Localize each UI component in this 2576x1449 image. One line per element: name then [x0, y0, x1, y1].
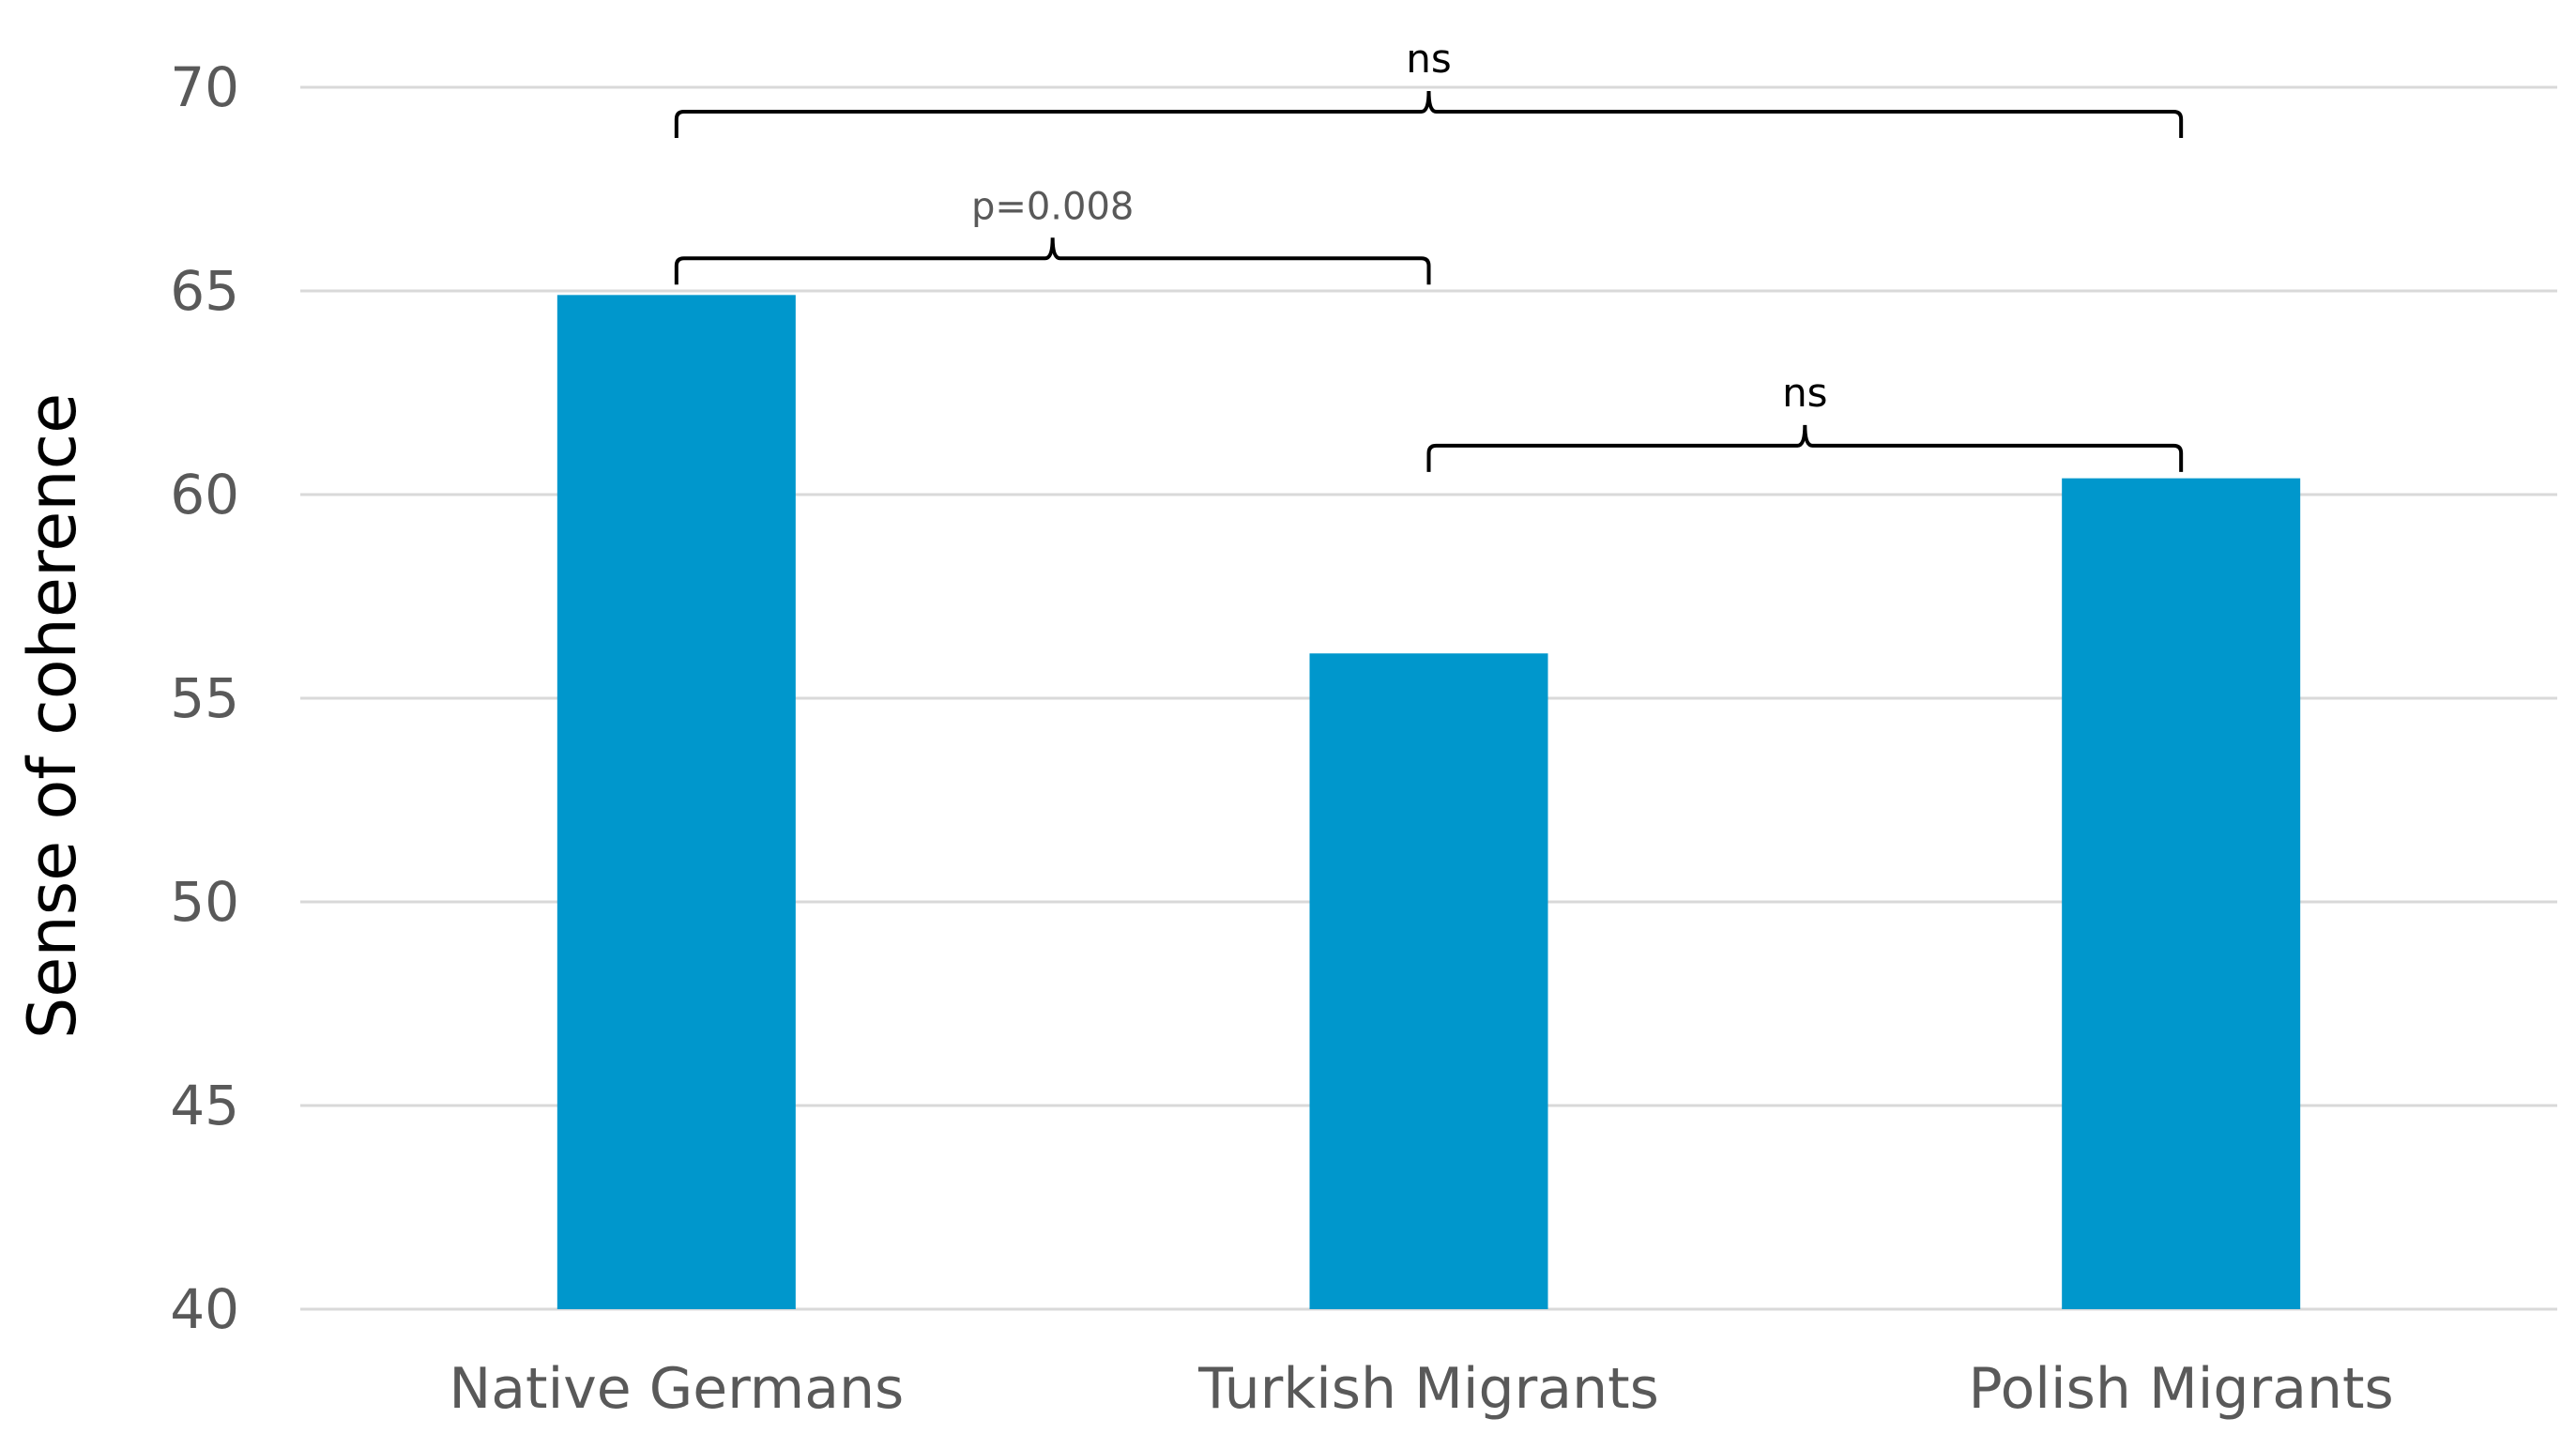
significance-brackets: p=0.008 ns ns [674, 36, 2184, 472]
bar [1309, 653, 1548, 1309]
y-tick-label: 65 [170, 259, 239, 323]
x-tick-label: Turkish Migrants [1197, 1356, 1659, 1422]
bar [2062, 478, 2301, 1309]
y-tick-label: 40 [170, 1277, 239, 1341]
y-axis-title: Sense of coherence [14, 393, 91, 1039]
y-axis-ticks: 40 45 50 55 60 65 70 [170, 55, 239, 1341]
significance-label: p=0.008 [971, 185, 1134, 228]
y-tick-label: 60 [170, 463, 239, 526]
significance-bracket [1426, 424, 2184, 472]
bars [556, 295, 2301, 1310]
significance-bracket [674, 237, 1431, 285]
x-tick-label: Native Germans [449, 1356, 904, 1422]
x-axis-ticks: Native Germans Turkish Migrants Polish Mig… [449, 1356, 2393, 1422]
y-tick-label: 45 [170, 1074, 239, 1137]
significance-bracket [674, 91, 2184, 139]
x-tick-label: Polish Migrants [1969, 1356, 2394, 1422]
significance-label: ns [1782, 370, 1828, 416]
y-tick-label: 55 [170, 666, 239, 730]
significance-label: ns [1406, 36, 1452, 82]
y-tick-label: 70 [170, 55, 239, 119]
y-tick-label: 50 [170, 870, 239, 934]
bar [556, 295, 796, 1310]
